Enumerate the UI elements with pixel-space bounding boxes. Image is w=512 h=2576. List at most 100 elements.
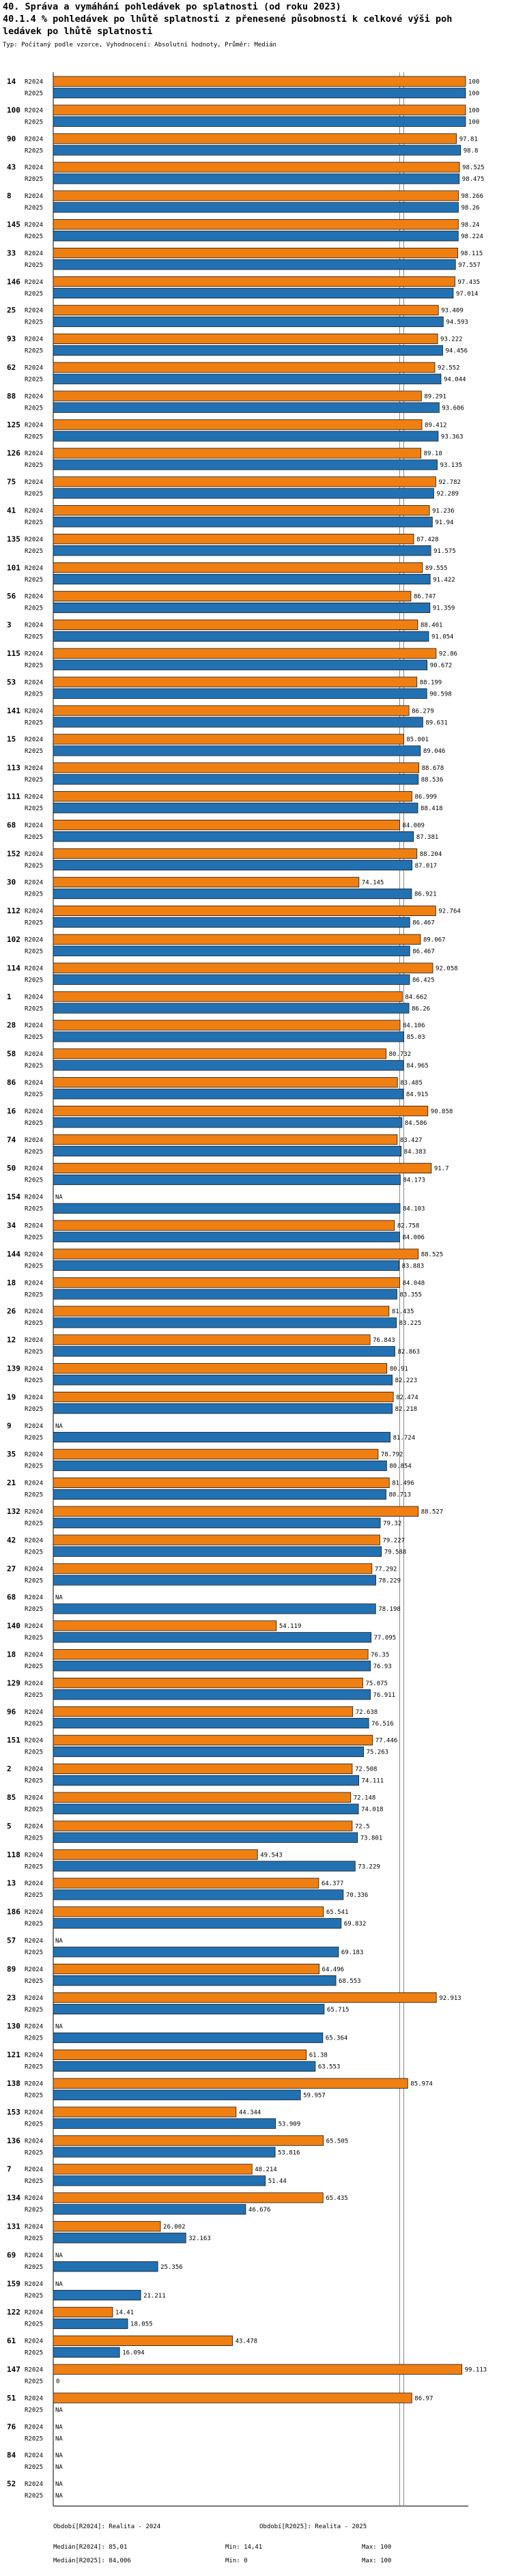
- data-label-r2025: 94.044: [444, 377, 466, 384]
- series-label-r2025: R2025: [25, 2007, 43, 2014]
- series-label-r2025: R2025: [25, 805, 43, 812]
- data-label-r2025: 94.593: [446, 319, 468, 326]
- series-label-r2025: R2025: [25, 1863, 43, 1870]
- data-label-r2024: 72.5: [355, 1823, 370, 1830]
- data-label-r2025: 89.631: [425, 719, 448, 726]
- data-label-r2024: 92.552: [438, 365, 460, 372]
- series-label-r2024: R2024: [25, 2109, 43, 2116]
- data-label-r2024: 92.764: [438, 908, 461, 915]
- bar-r2025: [53, 602, 431, 614]
- data-label-r2024: 91.236: [432, 508, 455, 515]
- category-label: 96: [7, 1707, 16, 1716]
- bar-r2025: [53, 573, 431, 585]
- data-label-r2024: 86.999: [414, 794, 437, 801]
- bar-r2025: [53, 1289, 397, 1300]
- series-label-r2024: R2024: [25, 1051, 43, 1058]
- data-label-r2025: 90.598: [429, 691, 452, 698]
- bar-r2025: [53, 287, 454, 299]
- bar-r2024: [53, 1134, 398, 1145]
- category-label: 34: [7, 1221, 16, 1230]
- series-label-r2024: R2024: [25, 1137, 43, 1144]
- chart-title: 40. Správa a vymáhání pohledávek po spla…: [3, 1, 341, 12]
- data-label-r2024: NA: [55, 1194, 63, 1201]
- series-label-r2025: R2025: [25, 1349, 43, 1356]
- data-label-r2024: 79.227: [383, 1537, 406, 1544]
- series-label-r2024: R2024: [25, 2395, 43, 2402]
- series-label-r2025: R2025: [25, 949, 43, 956]
- series-label-r2024: R2024: [25, 251, 43, 257]
- bar-r2025: [53, 2175, 266, 2186]
- series-label-r2025: R2025: [25, 663, 43, 670]
- series-label-r2025: R2025: [25, 2493, 43, 2500]
- bar-r2024: [53, 1734, 373, 1746]
- series-label-r2024: R2024: [25, 1709, 43, 1716]
- category-label: 131: [7, 2222, 20, 2231]
- data-label-r2024: 86.747: [414, 594, 436, 601]
- category-label: 19: [7, 1392, 16, 1401]
- data-label-r2025: 73.229: [358, 1863, 380, 1870]
- series-label-r2025: R2025: [25, 1235, 43, 1242]
- data-label-r2025: 0: [56, 2379, 59, 2386]
- series-label-r2024: R2024: [25, 1509, 43, 1516]
- bar-r2024: [53, 2049, 307, 2061]
- series-label-r2024: R2024: [25, 164, 43, 171]
- bar-r2024: [53, 2335, 233, 2347]
- chart-subtitle-line-2: ledávek po lhůtě splatnosti: [3, 26, 153, 37]
- series-label-r2024: R2024: [25, 1452, 43, 1459]
- category-label: 90: [7, 134, 16, 143]
- bar-r2025: [53, 2289, 141, 2301]
- series-label-r2025: R2025: [25, 1177, 43, 1184]
- data-label-r2025: 65.364: [326, 2035, 348, 2042]
- category-label: 5: [7, 1822, 12, 1831]
- bar-r2025: [53, 373, 442, 384]
- data-label-r2025: 89.046: [423, 748, 446, 755]
- bar-r2025: [53, 1003, 410, 1014]
- category-label: 28: [7, 1021, 16, 1030]
- series-label-r2025: R2025: [25, 1320, 43, 1327]
- bar-r2024: [53, 190, 459, 201]
- data-label-r2025: NA: [55, 2493, 63, 2500]
- data-label-r2025: 98.224: [461, 233, 483, 240]
- data-label-r2024: 93.409: [441, 308, 464, 315]
- data-label-r2024: 65.435: [326, 2195, 348, 2202]
- bar-r2024: [53, 534, 414, 545]
- bar-r2024: [53, 362, 436, 373]
- bar-r2024: [53, 390, 422, 401]
- category-label: 8: [7, 192, 12, 201]
- series-label-r2024: R2024: [25, 279, 43, 286]
- data-label-r2024: 89.18: [424, 450, 442, 457]
- bar-r2025: [53, 1889, 344, 1900]
- data-label-r2025: 82.218: [395, 1406, 418, 1413]
- data-label-r2025: 84.915: [406, 1091, 429, 1098]
- category-label: 112: [7, 906, 20, 915]
- bar-r2025: [53, 1947, 339, 1958]
- category-label: 21: [7, 1478, 16, 1487]
- category-label: 41: [7, 506, 16, 515]
- series-label-r2024: R2024: [25, 594, 43, 601]
- bar-r2024: [53, 1363, 388, 1374]
- data-label-r2025: 82.863: [397, 1349, 420, 1356]
- data-label-r2025: 63.553: [318, 2064, 341, 2071]
- category-label: 30: [7, 878, 16, 887]
- series-label-r2024: R2024: [25, 851, 43, 858]
- category-label: 134: [7, 2194, 20, 2203]
- series-label-r2025: R2025: [25, 863, 43, 870]
- data-label-r2025: 92.289: [436, 491, 459, 498]
- bar-r2025: [53, 231, 459, 242]
- bar-r2024: [53, 1392, 394, 1403]
- series-label-r2024: R2024: [25, 2081, 43, 2088]
- bar-r2025: [53, 1431, 391, 1443]
- series-label-r2024: R2024: [25, 1308, 43, 1315]
- series-label-r2025: R2025: [25, 2178, 43, 2185]
- category-label: 27: [7, 1564, 16, 1573]
- category-label: 18: [7, 1650, 16, 1659]
- data-label-r2024: 48.214: [255, 2166, 277, 2173]
- data-label-r2024: 92.86: [439, 651, 457, 658]
- data-label-r2025: 69.183: [341, 1949, 364, 1956]
- data-label-r2025: 83.355: [399, 1291, 422, 1298]
- series-label-r2025: R2025: [25, 1692, 43, 1699]
- bar-r2025: [53, 1575, 376, 1586]
- data-label-r2024: NA: [55, 2252, 63, 2259]
- series-label-r2025: R2025: [25, 2264, 43, 2271]
- category-label: 18: [7, 1278, 16, 1287]
